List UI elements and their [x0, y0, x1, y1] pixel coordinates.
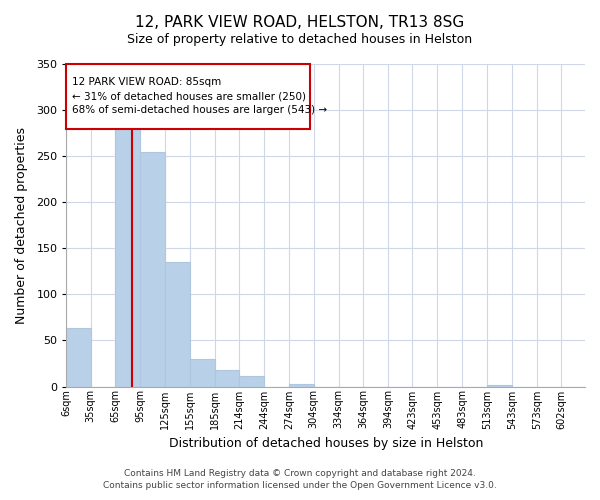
X-axis label: Distribution of detached houses by size in Helston: Distribution of detached houses by size …: [169, 437, 483, 450]
Y-axis label: Number of detached properties: Number of detached properties: [15, 127, 28, 324]
Bar: [115, 118, 140, 386]
Bar: [487, 384, 512, 386]
FancyBboxPatch shape: [67, 64, 310, 128]
Text: 12 PARK VIEW ROAD: 85sqm
← 31% of detached houses are smaller (250)
68% of semi-: 12 PARK VIEW ROAD: 85sqm ← 31% of detach…: [71, 78, 327, 116]
Bar: [215, 370, 239, 386]
Bar: [165, 262, 190, 386]
Text: 12, PARK VIEW ROAD, HELSTON, TR13 8SG: 12, PARK VIEW ROAD, HELSTON, TR13 8SG: [136, 15, 464, 30]
Bar: [239, 376, 264, 386]
Text: Contains HM Land Registry data © Crown copyright and database right 2024.
Contai: Contains HM Land Registry data © Crown c…: [103, 468, 497, 490]
Text: Size of property relative to detached houses in Helston: Size of property relative to detached ho…: [127, 32, 473, 46]
Bar: [140, 152, 165, 386]
Bar: [67, 328, 91, 386]
Bar: [289, 384, 314, 386]
Bar: [190, 359, 215, 386]
